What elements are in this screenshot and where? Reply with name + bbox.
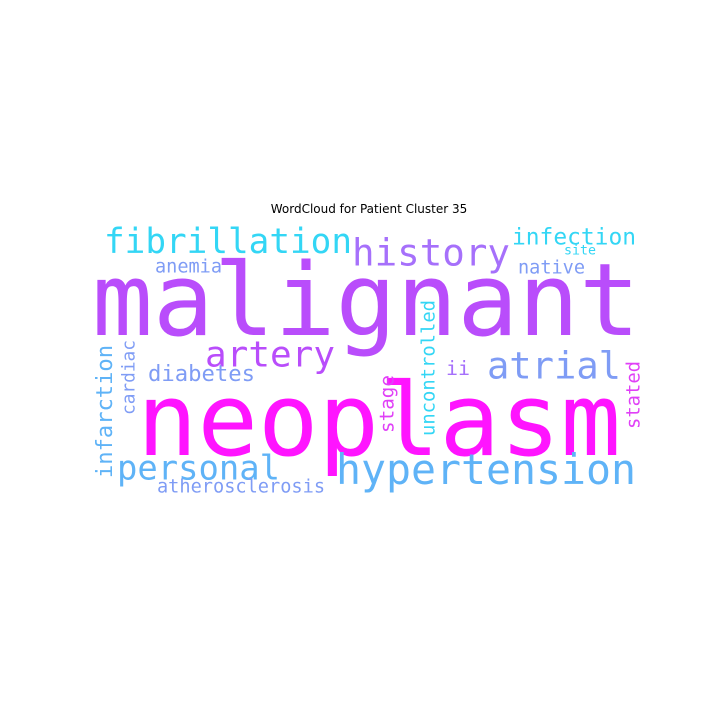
word-uncontrolled: uncontrolled: [419, 300, 440, 436]
word-anemia: anemia: [155, 257, 222, 278]
word-atherosclerosis: atherosclerosis: [157, 477, 325, 498]
word-site: site: [564, 244, 596, 259]
word-cardiac: cardiac: [119, 340, 140, 415]
word-infection: infection: [512, 225, 636, 251]
word-ii: ii: [446, 357, 470, 380]
word-diabetes: diabetes: [148, 361, 255, 387]
word-stated: stated: [624, 361, 645, 429]
word-malignant: malignant: [92, 241, 640, 359]
word-artery: artery: [205, 335, 335, 376]
word-atrial: atrial: [487, 345, 621, 388]
word-native: native: [518, 258, 585, 279]
word-hypertension: hypertension: [336, 445, 636, 494]
word-fibrillation: fibrillation: [104, 222, 352, 262]
word-neoplasm: neoplasm: [137, 362, 621, 479]
word-history: history: [352, 231, 510, 275]
word-personal: personal: [117, 449, 280, 488]
word-infarction: infarction: [92, 345, 118, 478]
chart-title: WordCloud for Patient Cluster 35: [271, 202, 468, 216]
word-stage: stage: [376, 375, 399, 433]
